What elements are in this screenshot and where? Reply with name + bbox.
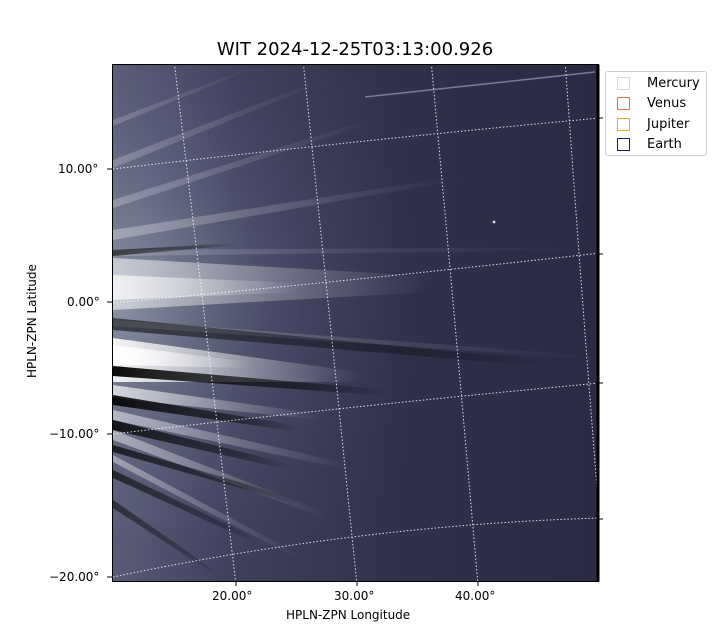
bright-streamers [113, 65, 598, 560]
y-axis-label: HPLN-ZPN Latitude [25, 264, 39, 378]
legend-label: Earth [647, 136, 682, 152]
legend: Mercury Venus Jupiter Earth [605, 71, 707, 156]
star-point [492, 220, 496, 224]
legend-item-venus: Venus [617, 95, 686, 111]
comet-streak [364, 71, 596, 98]
axis-ticks [107, 117, 603, 586]
legend-swatch-mercury [617, 76, 630, 90]
coronagraph-image [113, 65, 598, 581]
x-axis-label: HPLN-ZPN Longitude [286, 608, 411, 622]
x-tick-label: 20.00° [212, 589, 253, 603]
legend-item-earth: Earth [617, 136, 682, 152]
legend-swatch-earth [617, 137, 630, 151]
legend-item-mercury: Mercury [617, 75, 700, 91]
dark-streamers [113, 243, 560, 578]
legend-label: Mercury [647, 75, 700, 91]
y-tick-label: −10.00° [49, 427, 100, 441]
y-tick-label: 10.00° [58, 162, 99, 176]
coordinate-grid [113, 65, 598, 581]
legend-swatch-jupiter [617, 117, 630, 131]
legend-label: Venus [647, 95, 687, 111]
plot-title: WIT 2024-12-25T03:13:00.926 [216, 39, 494, 60]
y-tick-label: −20.00° [49, 570, 100, 584]
x-tick-label: 40.00° [455, 589, 496, 603]
x-tick-label: 30.00° [334, 589, 375, 603]
legend-swatch-venus [617, 96, 630, 110]
y-tick-label: 0.00° [67, 295, 100, 309]
legend-label: Jupiter [647, 116, 690, 132]
legend-item-jupiter: Jupiter [617, 116, 689, 132]
